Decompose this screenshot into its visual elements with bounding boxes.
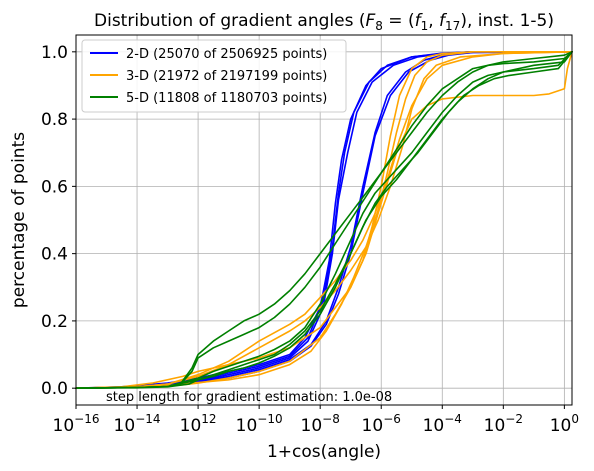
series-line [75, 51, 573, 389]
y-axis-label: percentage of points [9, 132, 29, 308]
grid [75, 35, 572, 405]
y-tick-label: 0.2 [41, 312, 68, 332]
annotation-step-length: step length for gradient estimation: 1.0… [106, 390, 392, 405]
series-line [75, 51, 573, 389]
series-line [75, 51, 573, 389]
y-tick-label: 0.0 [41, 379, 68, 399]
x-tick-label: 10−16 [53, 412, 100, 436]
plot-frame [75, 34, 573, 406]
x-tick-label: 1012 [180, 412, 217, 436]
series-line [75, 51, 573, 389]
x-tick-label: 10−6 [362, 412, 401, 436]
series-line [75, 51, 573, 389]
y-tick-label: 0.8 [41, 110, 68, 130]
series-line [75, 51, 573, 389]
legend-entry: 5-D (11808 of 1180703 points) [126, 91, 327, 106]
legend: 2-D (25070 of 2506925 points) 3-D (21972 … [81, 39, 347, 113]
x-axis-label: 1+cos(angle) [267, 442, 381, 462]
legend-entry: 2-D (25070 of 2506925 points) [126, 47, 327, 62]
x-tick-label: 10−10 [236, 412, 283, 436]
x-tick-label: 100 [550, 412, 579, 436]
series-layer [75, 51, 573, 389]
y-tick-label: 1.0 [41, 43, 68, 63]
x-tick-label: 10−2 [484, 412, 523, 436]
y-tick-label: 0.6 [41, 177, 68, 197]
ticks: 10−16 10−14 1012 10−10 10−8 10−6 10−4 10−2 100 0.… [41, 43, 579, 436]
legend-box [81, 39, 347, 113]
x-tick-label: 10−4 [423, 412, 462, 436]
y-tick-label: 0.4 [41, 245, 68, 265]
x-tick-label: 10−8 [301, 412, 340, 436]
series-group [75, 51, 573, 389]
series-line [75, 51, 573, 389]
series-group [75, 51, 573, 389]
x-tick-label: 10−14 [114, 412, 161, 436]
legend-entry: 3-D (21972 of 2197199 points) [126, 69, 327, 84]
chart-title: Distribution of gradient angles (F8 = (f… [94, 11, 554, 33]
